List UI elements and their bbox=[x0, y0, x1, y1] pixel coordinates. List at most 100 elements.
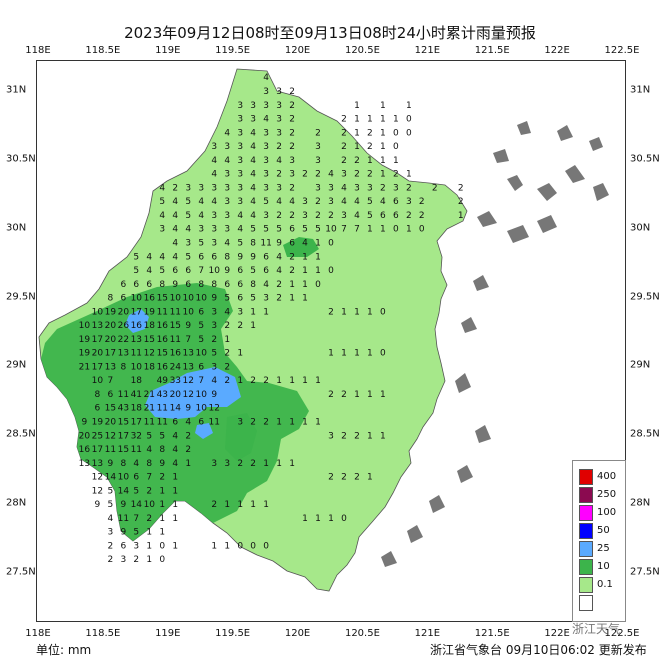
rain-value: 5 bbox=[276, 225, 282, 235]
rain-value: 15 bbox=[105, 404, 116, 414]
rain-value: 2 bbox=[289, 183, 295, 193]
rain-value: 2 bbox=[419, 197, 425, 207]
rain-value: 3 bbox=[237, 128, 243, 138]
rain-value: 7 bbox=[133, 514, 139, 524]
rain-value: 20 bbox=[105, 418, 117, 428]
lat-tick-label: 28.5N bbox=[630, 428, 660, 440]
rain-value: 4 bbox=[250, 128, 256, 138]
rain-value: 6 bbox=[133, 280, 139, 290]
rain-value: 4 bbox=[354, 197, 360, 207]
rain-value: 2 bbox=[354, 156, 360, 166]
watermark: 浙江天气 bbox=[572, 622, 621, 636]
rain-value: 2 bbox=[393, 170, 399, 180]
rain-value: 2 bbox=[108, 555, 114, 565]
rain-value: 1 bbox=[276, 418, 282, 428]
rain-value: 13 bbox=[182, 362, 193, 372]
rain-value: 20 bbox=[118, 307, 130, 317]
rain-value: 0 bbox=[380, 307, 386, 317]
rain-value: 11 bbox=[157, 404, 168, 414]
rain-value: 1 bbox=[289, 418, 295, 428]
rain-value: 17 bbox=[118, 431, 129, 441]
rain-value: 2 bbox=[250, 418, 256, 428]
lon-tick-label: 120.5E bbox=[344, 45, 380, 56]
rain-value: 2 bbox=[224, 349, 230, 359]
rain-value: 1 bbox=[341, 307, 347, 317]
rain-value: 5 bbox=[159, 431, 165, 441]
rain-value: 10 bbox=[131, 362, 143, 372]
rain-value: 3 bbox=[250, 101, 256, 111]
rain-value: 15 bbox=[118, 445, 129, 455]
rain-value: 1 bbox=[276, 376, 282, 386]
rain-value: 1 bbox=[367, 225, 373, 235]
rain-value: 2 bbox=[328, 473, 334, 483]
rain-value: 1 bbox=[380, 390, 386, 400]
rain-value: 18 bbox=[144, 321, 156, 331]
rain-value: 4 bbox=[276, 266, 282, 276]
rain-value: 18 bbox=[131, 376, 143, 386]
rain-value: 4 bbox=[159, 211, 165, 221]
rain-value: 16 bbox=[144, 294, 156, 304]
rain-value: 15 bbox=[157, 294, 168, 304]
rain-value: 1 bbox=[250, 307, 256, 317]
rain-value: 2 bbox=[341, 115, 347, 125]
rain-value: 11 bbox=[118, 514, 129, 524]
rain-value: 2 bbox=[211, 500, 217, 510]
rain-value: 10 bbox=[170, 294, 182, 304]
rain-value: 4 bbox=[133, 459, 139, 469]
rain-value: 2 bbox=[341, 128, 347, 138]
lat-tick-label: 28N bbox=[6, 497, 27, 509]
lon-tick-label: 118.5E bbox=[85, 628, 121, 639]
rain-value: 1 bbox=[341, 349, 347, 359]
rain-value: 16 bbox=[157, 335, 169, 345]
rain-value: 5 bbox=[133, 266, 139, 276]
rain-value: 4 bbox=[276, 252, 282, 262]
rain-value: 5 bbox=[108, 486, 114, 496]
rain-value: 2 bbox=[289, 87, 295, 97]
lat-tick-label: 30.5N bbox=[6, 153, 36, 165]
rain-value: 1 bbox=[172, 473, 178, 483]
legend-swatch bbox=[579, 577, 593, 593]
rain-value: 2 bbox=[406, 183, 412, 193]
rain-value: 9 bbox=[211, 390, 217, 400]
rain-value: 3 bbox=[302, 211, 308, 221]
rain-value: 10 bbox=[195, 349, 207, 359]
rain-value: 9 bbox=[172, 280, 178, 290]
rainfall-map: 43 3 23 3 3 3 2 1 1 13 3 4 3 2 2 1 1 1 1 04 3 4 3 3 2 2 2 1 2 1 0 03 3 3 4… bbox=[38, 68, 609, 592]
rain-value: 6 bbox=[393, 211, 399, 221]
rain-value: 2 bbox=[315, 197, 321, 207]
rain-value: 19 bbox=[105, 307, 117, 317]
rain-value: 2 bbox=[211, 335, 217, 345]
rain-value: 11 bbox=[170, 335, 181, 345]
rain-value: 0 bbox=[315, 280, 321, 290]
rain-value: 1 bbox=[237, 500, 243, 510]
rain-value: 5 bbox=[315, 225, 321, 235]
legend-swatch bbox=[579, 559, 593, 575]
lon-tick-label: 121.5E bbox=[474, 45, 510, 56]
rain-value: 5 bbox=[224, 294, 230, 304]
rain-value: 6 bbox=[380, 211, 386, 221]
rain-value: 1 bbox=[302, 294, 308, 304]
lon-tick-label: 119.5E bbox=[215, 628, 251, 639]
rain-value: 4 bbox=[146, 445, 152, 455]
rain-value: 15 bbox=[157, 349, 168, 359]
rain-value: 4 bbox=[172, 211, 178, 221]
rain-value: 4 bbox=[198, 211, 204, 221]
rain-value: 8 bbox=[159, 445, 165, 455]
rain-value: 17 bbox=[131, 418, 142, 428]
rain-value: 2 bbox=[276, 294, 282, 304]
rain-value: 4 bbox=[211, 376, 217, 386]
rain-value: 4 bbox=[276, 197, 282, 207]
rain-value: 10 bbox=[79, 321, 91, 331]
rain-value: 5 bbox=[133, 528, 139, 538]
legend-label: 10 bbox=[597, 561, 610, 572]
rain-value: 1 bbox=[211, 542, 217, 552]
rain-value: 3 bbox=[237, 170, 243, 180]
lon-tick-label: 118E bbox=[25, 628, 51, 639]
rain-value: 16 bbox=[157, 321, 169, 331]
lat-tick-label: 30N bbox=[630, 222, 651, 234]
rain-zone-10mm-north bbox=[283, 237, 319, 257]
rain-value: 19 bbox=[144, 307, 156, 317]
rain-value: 2 bbox=[315, 128, 321, 138]
rain-value: 6 bbox=[263, 266, 269, 276]
lat-tick-label: 31N bbox=[6, 84, 27, 96]
